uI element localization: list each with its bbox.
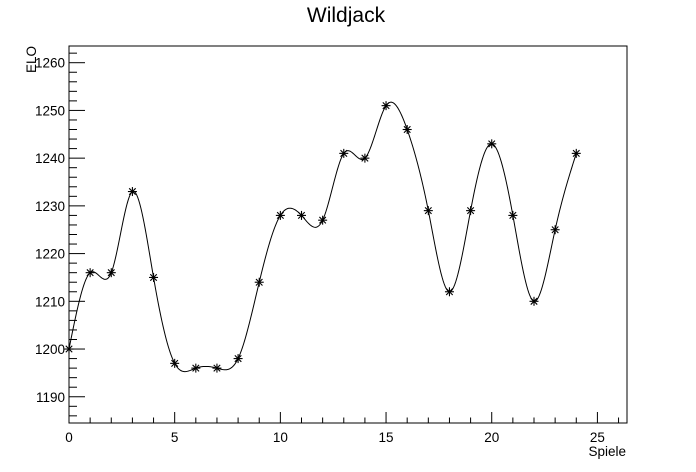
marker-stroke xyxy=(488,140,496,148)
marker-stroke xyxy=(128,187,137,196)
marker-stroke xyxy=(466,207,475,215)
marker-stroke xyxy=(192,364,200,372)
y-tick-label: 1200 xyxy=(35,342,65,357)
x-tick-label: 5 xyxy=(171,430,179,445)
y-tick-label: 1240 xyxy=(35,151,65,166)
data-point xyxy=(360,153,370,163)
marker-stroke xyxy=(297,211,306,220)
data-point xyxy=(212,363,222,373)
data-point xyxy=(254,277,264,287)
x-tick-label: 20 xyxy=(484,430,499,445)
data-point xyxy=(423,206,433,216)
data-point xyxy=(106,268,116,278)
y-tick-label: 1260 xyxy=(35,56,65,71)
marker-stroke xyxy=(255,278,263,286)
marker-stroke xyxy=(276,211,284,220)
data-point xyxy=(149,272,159,282)
data-point xyxy=(233,354,243,364)
y-tick-label: 1190 xyxy=(36,390,65,405)
series-curve xyxy=(68,101,577,373)
marker-stroke xyxy=(65,345,73,353)
x-tick-label: 10 xyxy=(273,430,288,445)
data-point xyxy=(64,344,74,354)
data-point xyxy=(170,358,180,368)
marker-stroke xyxy=(149,273,158,282)
y-axis-title: ELO xyxy=(24,46,39,73)
marker-stroke xyxy=(530,297,538,305)
data-point xyxy=(550,225,560,235)
data-point xyxy=(571,148,581,158)
marker-stroke xyxy=(213,364,221,372)
marker-stroke xyxy=(445,288,454,296)
data-point xyxy=(508,210,518,220)
y-tick-label: 1210 xyxy=(35,294,65,309)
plot-frame xyxy=(68,45,628,424)
data-point xyxy=(402,125,412,135)
data-point xyxy=(275,210,285,220)
x-axis-title: Spiele xyxy=(588,444,626,459)
y-tick-label: 1220 xyxy=(35,247,65,262)
marker-stroke xyxy=(382,102,390,110)
data-point xyxy=(297,210,306,220)
marker-stroke xyxy=(319,216,327,224)
data-point xyxy=(339,148,349,158)
marker-stroke xyxy=(171,359,179,367)
marker-stroke xyxy=(403,125,411,134)
data-point xyxy=(85,268,95,278)
marker-stroke xyxy=(340,149,348,158)
x-tick-label: 15 xyxy=(379,430,394,445)
data-point xyxy=(318,215,328,225)
data-point xyxy=(444,287,454,297)
marker-stroke xyxy=(86,269,94,277)
data-point xyxy=(466,206,476,216)
marker-stroke xyxy=(424,207,432,215)
data-point xyxy=(191,363,201,373)
y-tick-label: 1250 xyxy=(35,103,65,118)
data-point xyxy=(127,187,137,197)
marker-stroke xyxy=(509,211,517,220)
data-point xyxy=(487,139,497,149)
data-point xyxy=(381,101,391,111)
x-tick-label: 25 xyxy=(590,430,605,445)
x-tick-label: 0 xyxy=(65,430,73,445)
data-point xyxy=(529,296,539,306)
marker-stroke xyxy=(361,154,369,162)
marker-stroke xyxy=(234,354,242,363)
marker-stroke xyxy=(572,149,580,158)
chart-title: Wildjack xyxy=(307,4,386,27)
y-tick-label: 1230 xyxy=(35,199,65,214)
marker-stroke xyxy=(551,226,559,234)
marker-stroke xyxy=(107,269,115,277)
